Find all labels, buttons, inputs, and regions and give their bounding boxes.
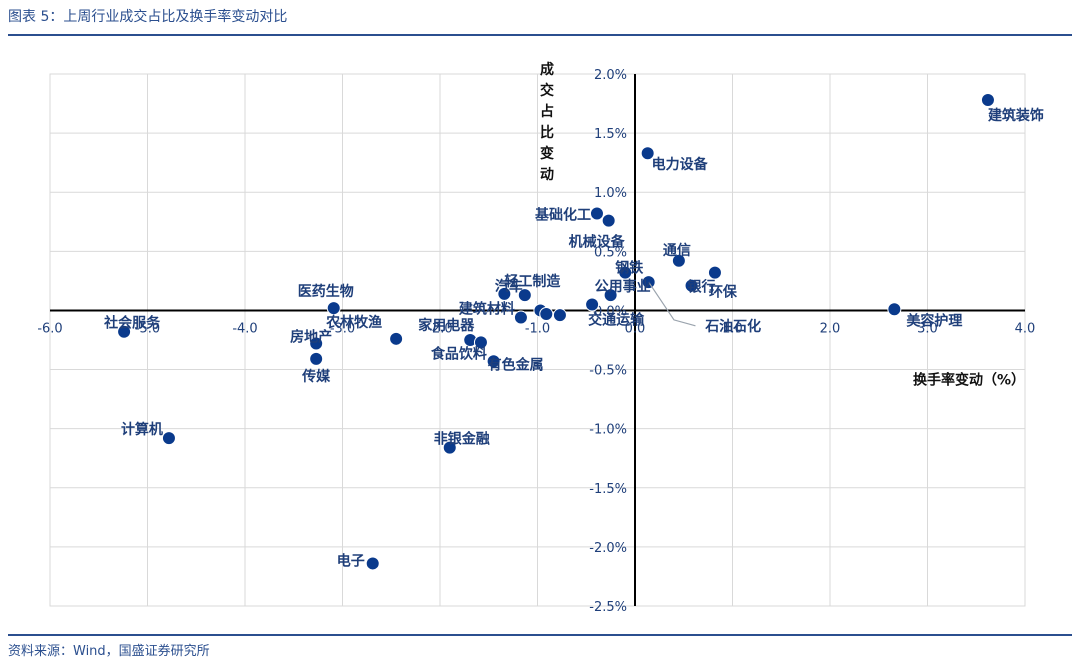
data-label: 家用电器 xyxy=(418,317,475,334)
data-point xyxy=(497,286,512,301)
x-axis-title: 换手率变动（%） xyxy=(913,371,1025,388)
x-tick-label: -6.0 xyxy=(37,321,62,336)
data-point xyxy=(618,265,633,280)
y-tick-label: 2.0% xyxy=(594,68,627,83)
data-label: 建筑装饰 xyxy=(988,107,1044,124)
figure-title: 图表 5：上周行业成交占比及换手率变动对比 xyxy=(8,9,288,25)
data-point xyxy=(309,351,324,366)
y-tick-label: 0.5% xyxy=(594,245,627,260)
y-axis-title-char: 成 xyxy=(540,61,554,78)
y-tick-label: -1.0% xyxy=(589,423,627,438)
data-point xyxy=(161,431,176,446)
data-label: 钢铁 xyxy=(615,260,643,277)
data-label: 传媒 xyxy=(301,368,331,385)
bottom-rule xyxy=(8,634,1072,636)
data-point xyxy=(887,302,902,317)
data-point xyxy=(486,354,501,369)
data-label: 交通运输 xyxy=(588,312,645,329)
x-tick-label: 3.0 xyxy=(917,321,938,336)
data-label: 轻工制造 xyxy=(504,273,560,290)
top-rule xyxy=(8,34,1072,36)
data-label: 石油石化 xyxy=(704,318,761,335)
data-label: 电子 xyxy=(337,552,365,569)
data-label: 电力设备 xyxy=(652,156,709,173)
data-point xyxy=(389,331,404,346)
data-label: 农林牧渔 xyxy=(325,314,382,331)
y-axis-title-char: 动 xyxy=(540,166,554,183)
y-tick-label: -2.5% xyxy=(589,600,627,615)
data-point xyxy=(603,288,618,303)
data-point xyxy=(640,146,655,161)
data-point xyxy=(552,308,567,323)
x-tick-label: 1.0 xyxy=(722,321,743,336)
data-label: 汽车 xyxy=(495,278,523,295)
data-label: 食品饮料 xyxy=(431,345,487,362)
y-tick-label: -1.5% xyxy=(589,482,627,497)
y-tick-label: 1.0% xyxy=(594,186,627,201)
data-label: 基础化工 xyxy=(535,207,591,224)
data-point xyxy=(442,440,457,455)
source-note: 资料来源：Wind，国盛证券研究所 xyxy=(8,644,210,659)
data-point xyxy=(517,288,532,303)
data-point xyxy=(601,213,616,228)
data-point xyxy=(365,556,380,571)
data-label: 美容护理 xyxy=(906,312,962,329)
data-label: 非银金融 xyxy=(434,431,490,448)
leader-line xyxy=(648,281,696,327)
data-label: 房地产 xyxy=(290,329,332,346)
data-point xyxy=(589,206,604,221)
grid-lines xyxy=(49,73,1026,607)
data-label: 公用事业 xyxy=(595,278,651,295)
y-tick-label: 1.5% xyxy=(594,127,627,142)
data-point xyxy=(980,93,995,108)
data-label: 环保 xyxy=(709,284,738,301)
data-point xyxy=(539,306,554,321)
y-axis-title-char: 交 xyxy=(540,82,554,99)
data-points xyxy=(117,93,995,571)
data-label: 社会服务 xyxy=(103,315,161,332)
x-tick-label: -1.0 xyxy=(525,321,550,336)
x-tick-label: -3.0 xyxy=(330,321,355,336)
data-point xyxy=(326,301,341,316)
x-tick-label: -5.0 xyxy=(135,321,160,336)
y-tick-label: -2.0% xyxy=(589,541,627,556)
data-point xyxy=(671,253,686,268)
data-label: 通信 xyxy=(663,242,691,259)
x-tick-label: 4.0 xyxy=(1015,321,1036,336)
data-point xyxy=(513,310,528,325)
data-point xyxy=(473,335,488,350)
data-label: 计算机 xyxy=(121,421,163,438)
data-point xyxy=(117,324,132,339)
data-label: 建筑材料 xyxy=(459,301,515,318)
x-tick-label: 2.0 xyxy=(820,321,841,336)
y-axis-title-char: 变 xyxy=(540,145,554,162)
y-tick-label: 0.0% xyxy=(594,304,627,319)
data-label: 银行 xyxy=(688,279,716,296)
data-label: 医药生物 xyxy=(298,283,354,300)
y-axis-title-char: 占 xyxy=(540,103,554,120)
tick-labels: -6.0 -5.0 -4.0 -3.0 -2.0 -1.0 0.0 1.0 2.0 3.0 4.0 2… xyxy=(37,68,1035,615)
x-tick-label: -4.0 xyxy=(232,321,257,336)
data-label: 机械设备 xyxy=(569,234,626,251)
data-point xyxy=(585,297,600,312)
x-tick-label: 0.0 xyxy=(625,321,646,336)
y-tick-label: -0.5% xyxy=(589,364,627,379)
data-point xyxy=(707,265,722,280)
data-label: 有色金属 xyxy=(488,356,544,373)
y-axis-title-char: 比 xyxy=(540,124,554,141)
data-point xyxy=(309,336,324,351)
x-tick-label: -2.0 xyxy=(427,321,452,336)
data-point xyxy=(684,278,699,293)
